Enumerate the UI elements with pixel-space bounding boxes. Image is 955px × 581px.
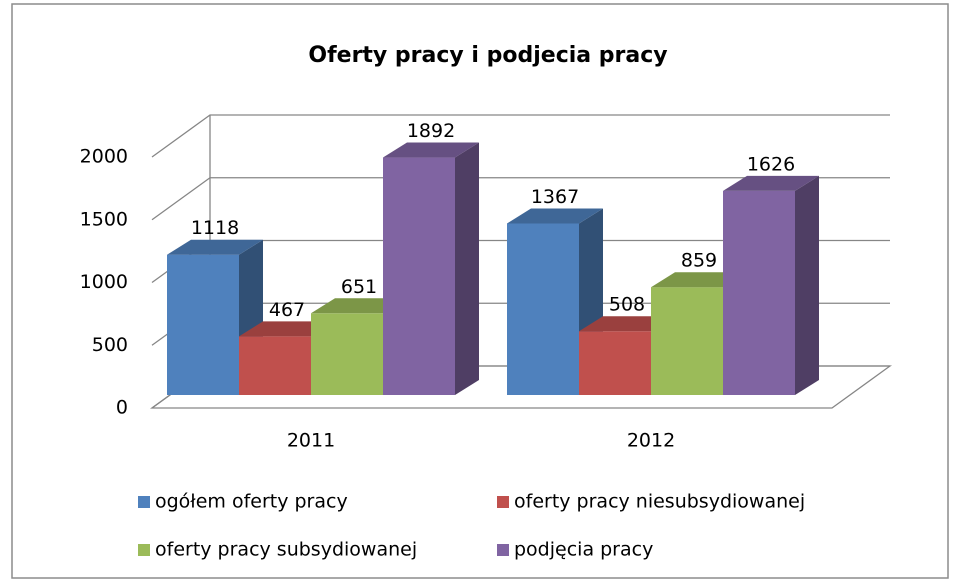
bar — [167, 254, 239, 395]
bar-top — [167, 239, 263, 255]
data-label: 467 — [269, 299, 305, 321]
bar — [383, 157, 455, 395]
x-tick-label: 2011 — [287, 430, 335, 452]
legend-label: oferty pracy niesubsydiowanej — [514, 491, 805, 513]
legend-swatch — [138, 544, 150, 556]
legend-swatch — [138, 496, 150, 508]
legend-swatch — [497, 496, 509, 508]
data-label: 508 — [609, 294, 645, 316]
y-tick-label: 0 — [116, 397, 128, 419]
grid-line — [151, 114, 890, 158]
x-tick-label: 2012 — [627, 430, 675, 452]
bar — [651, 287, 723, 395]
bar — [507, 223, 579, 395]
grid-line — [151, 177, 890, 221]
data-label: 1892 — [407, 120, 455, 142]
bar-side — [795, 175, 819, 395]
legend-label: oferty pracy subsydiowanej — [155, 539, 417, 561]
bar-side — [455, 142, 479, 395]
bar-top — [383, 142, 479, 158]
chart-title: Oferty pracy i podjecia pracy — [308, 43, 667, 68]
y-tick-label: 1500 — [80, 208, 128, 230]
bar — [723, 190, 795, 395]
y-tick-label: 500 — [92, 334, 128, 356]
legend-label: podjęcia pracy — [514, 539, 653, 561]
data-label: 1367 — [531, 186, 579, 208]
bar-top — [507, 208, 603, 224]
bar — [311, 313, 383, 395]
data-label: 1118 — [191, 217, 239, 239]
y-tick-label: 1000 — [80, 271, 128, 293]
bar — [579, 331, 651, 395]
data-label: 651 — [341, 276, 377, 298]
y-tick-label: 2000 — [80, 146, 128, 168]
legend-swatch — [497, 544, 509, 556]
data-label: 1626 — [747, 153, 795, 175]
bar — [239, 336, 311, 395]
data-label: 859 — [681, 250, 717, 272]
bar-top — [723, 175, 819, 191]
legend-label: ogółem oferty pracy — [155, 491, 348, 513]
